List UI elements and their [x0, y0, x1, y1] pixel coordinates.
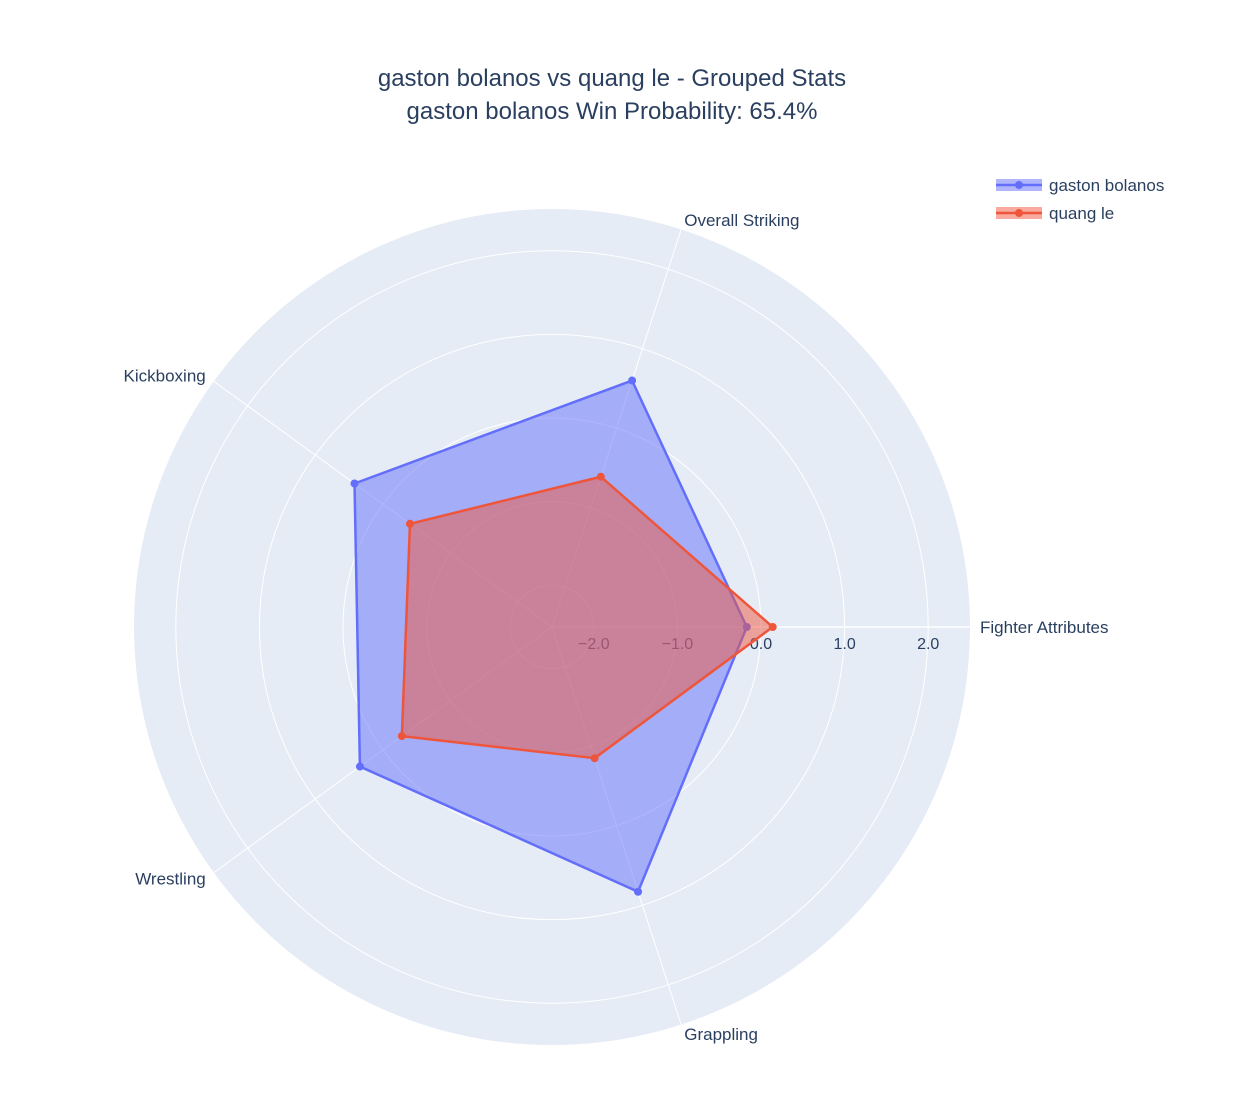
data-point	[768, 623, 777, 631]
chart-title-line1: gaston bolanos vs quang le - Grouped Sta…	[378, 65, 846, 92]
data-point	[628, 376, 637, 385]
chart-title-line2: gaston bolanos Win Probability: 65.4%	[407, 98, 818, 125]
data-point	[634, 887, 643, 896]
series-area	[400, 475, 774, 760]
radial-tick-label: 1.0	[833, 636, 855, 653]
legend-label: gaston bolanos	[1049, 176, 1164, 195]
data-point	[350, 479, 359, 488]
data-point	[355, 762, 364, 771]
legend-marker	[1015, 181, 1023, 189]
legend: gaston bolanos quang le	[996, 176, 1164, 223]
angular-tick-label: Overall Striking	[684, 211, 799, 230]
data-point	[405, 519, 414, 528]
legend-label: quang le	[1049, 204, 1114, 223]
angular-tick-label: Grappling	[684, 1025, 758, 1044]
legend-marker	[1015, 209, 1023, 217]
data-point	[590, 754, 599, 763]
data-point	[596, 472, 605, 481]
angular-tick-label: Fighter Attributes	[980, 618, 1109, 637]
angular-tick-label: Wrestling	[135, 870, 206, 889]
radial-tick-label: 2.0	[917, 636, 939, 653]
data-point	[397, 732, 406, 741]
angular-tick-label: Kickboxing	[124, 366, 206, 385]
